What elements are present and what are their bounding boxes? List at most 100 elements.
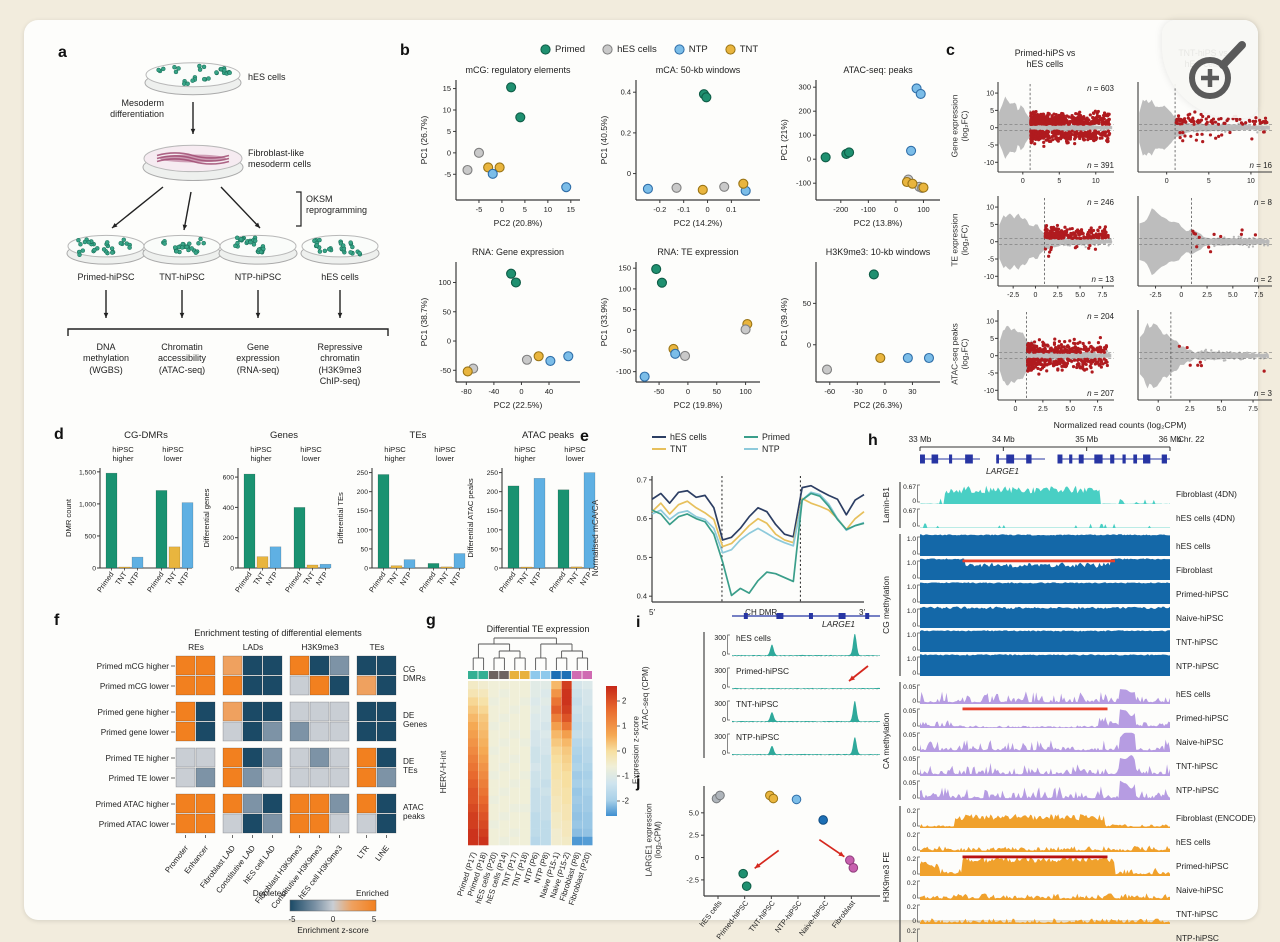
- pca-point-TNT: [918, 182, 929, 193]
- te-heatmap-cell: [582, 713, 593, 723]
- gene-box: [1006, 454, 1015, 464]
- ma-significant-point: [1196, 363, 1200, 367]
- chart-text: CG: [403, 665, 415, 674]
- ma-significant-point: [1196, 120, 1200, 125]
- te-heatmap-cell: [582, 828, 593, 838]
- ma-significant-point: [1064, 362, 1068, 366]
- te-heatmap-cell: [530, 681, 541, 690]
- chart-text: 1.0: [907, 632, 916, 639]
- chart-text: hES cells: [736, 633, 771, 643]
- ma-significant-point: [1043, 346, 1047, 350]
- ma-significant-point: [1048, 360, 1052, 364]
- ma-significant-point: [1054, 232, 1059, 236]
- genome-track-Naive-hiPSC: [920, 893, 1170, 900]
- panel-f: f Enrichment testing of differential ele…: [54, 612, 434, 942]
- ma-significant-point: [1254, 116, 1258, 120]
- ma-significant-point: [1072, 121, 1076, 126]
- ma-significant-point: [1052, 121, 1056, 125]
- chart-text: 0: [364, 566, 368, 573]
- te-heatmap-cell: [572, 722, 583, 731]
- chart-text: 100: [487, 527, 499, 534]
- ma-significant-point: [1068, 135, 1073, 139]
- chart-text: -100: [861, 205, 876, 214]
- enrichment-cell: [376, 701, 397, 722]
- expression-colorbar: [606, 686, 617, 816]
- zoom-overlay-button[interactable]: [1162, 20, 1258, 118]
- pca-point-hES cells: [719, 181, 730, 192]
- large1-expression-strip: 5.0 2.5 0 -2.5 hES cells Primed-hiPSC TNT-hiPS…: [636, 774, 888, 942]
- ma-significant-point: [1066, 344, 1070, 348]
- ma-significant-point: [1073, 350, 1077, 354]
- te-heatmap-cell: [561, 836, 572, 846]
- panel-b: b Primed hES cells NTP TNT mCG: regulatory …: [400, 42, 948, 430]
- chart-text: 0: [1021, 178, 1025, 185]
- arrowhead: [190, 128, 196, 134]
- chart-text: hiPSC: [300, 445, 322, 454]
- chart-text: higher: [384, 454, 406, 463]
- strip-point-Fibroblast: [845, 855, 855, 866]
- chart-text: 0: [912, 746, 916, 753]
- chart-text: 0: [912, 698, 916, 705]
- enrichment-cell: [309, 813, 330, 834]
- chart-text: -5: [476, 205, 483, 214]
- line-series-NTP: [651, 491, 865, 554]
- ma-significant-point: [1181, 120, 1185, 124]
- te-heatmap-cell: [551, 730, 562, 739]
- chart-text: 7.5: [1254, 292, 1264, 299]
- chart-text: -50: [440, 366, 451, 375]
- ma-significant-point: [1081, 115, 1086, 119]
- ma-significant-point: [1178, 130, 1182, 135]
- ma-significant-point: [1037, 372, 1041, 376]
- ma-significant-point: [1045, 117, 1049, 122]
- chart-text: 0: [722, 651, 726, 658]
- ma-significant-point: [1106, 129, 1111, 133]
- chart-text: 0.05: [903, 732, 916, 739]
- ma-significant-point: [1068, 339, 1072, 343]
- chart-text: RNA: Gene expression: [472, 247, 564, 257]
- te-heatmap-cell: [572, 836, 583, 846]
- enrichment-heatmap: Enrichment testing of differential eleme…: [54, 612, 434, 942]
- ma-significant-point: [1071, 364, 1076, 369]
- genome-track-Primed-hiPSC: [920, 856, 1170, 876]
- te-heatmap-cell: [478, 771, 489, 780]
- chart-text: TNT-hiPSC: [1176, 637, 1218, 647]
- gene-box: [920, 454, 925, 464]
- pca-scatter-svg: mCA: 50-kb windows 0 0.2 0.4 -0.2 -0.1 0 0.1PC2…: [599, 65, 760, 228]
- ma-significant-point: [1191, 229, 1195, 233]
- chart-text: ATAC peaks: [522, 430, 574, 441]
- te-heatmap-cell: [561, 681, 572, 690]
- enrichment-cell: [329, 701, 350, 722]
- chart-text: 1.0: [907, 656, 916, 663]
- ma-significant-point: [1029, 346, 1033, 350]
- te-heatmap-cell: [530, 828, 541, 838]
- panel-b-label: b: [400, 42, 410, 59]
- te-heatmap-cell: [561, 754, 572, 764]
- te-heatmap-cell: [520, 681, 531, 690]
- ma-significant-point: [1052, 228, 1056, 232]
- chart-text: 0: [1014, 406, 1018, 413]
- ma-significant-point: [1101, 236, 1105, 240]
- te-heatmap-cell: [572, 730, 583, 739]
- te-heatmap-cell: [488, 738, 499, 747]
- ma-significant-point: [1073, 135, 1077, 140]
- ma-significant-point: [1080, 121, 1084, 125]
- te-heatmap-cell: [572, 787, 583, 797]
- chart-text: 35 Mb: [1075, 435, 1098, 444]
- te-heatmap-cell: [488, 828, 499, 838]
- te-heatmap-cell: [478, 689, 489, 698]
- chart-text: -2: [622, 797, 629, 806]
- te-heatmap-cell: [478, 681, 489, 690]
- chart-text: 0: [519, 387, 523, 396]
- chart-text: 0: [912, 550, 916, 557]
- chart-text: 200: [357, 489, 369, 496]
- pca-point-Primed: [506, 268, 517, 279]
- bar-Primed: [155, 490, 168, 569]
- te-heatmap-cell: [530, 713, 541, 723]
- ma-significant-point: [1042, 144, 1046, 148]
- ma-significant-point: [1105, 363, 1109, 368]
- te-heatmap-cell: [540, 681, 551, 690]
- ma-significant-point: [1093, 234, 1097, 239]
- te-heatmap-cell: [520, 722, 531, 731]
- enrichment-cell: [376, 793, 397, 814]
- chart-text: 0: [912, 870, 916, 877]
